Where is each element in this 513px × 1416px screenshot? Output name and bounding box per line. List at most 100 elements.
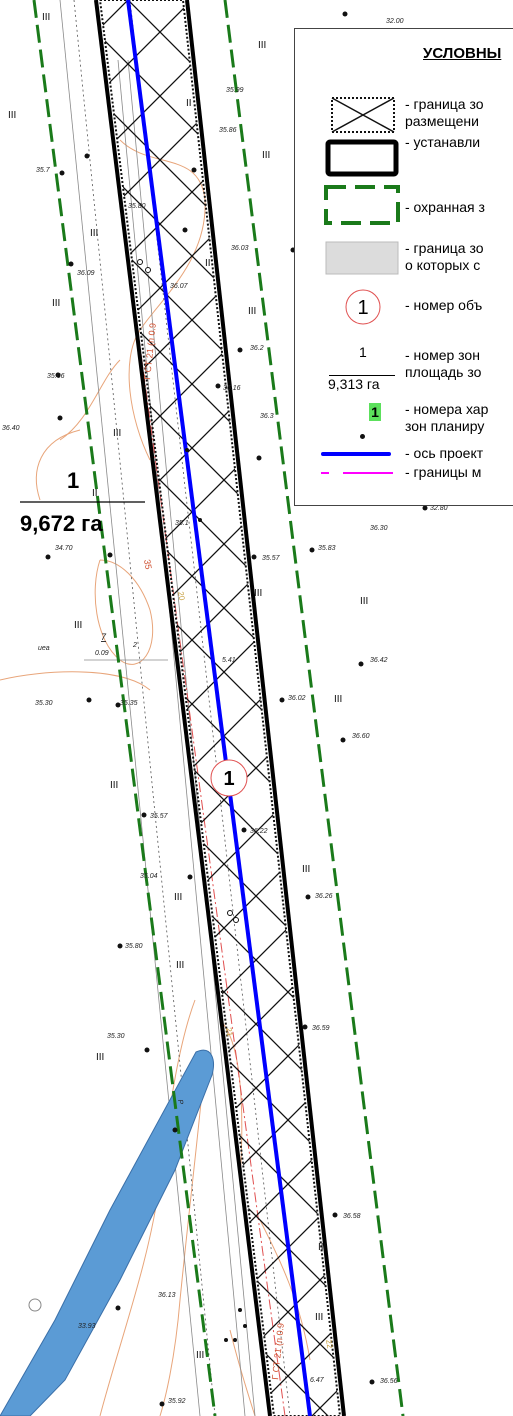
elev: 36.22 [250,828,268,835]
legend-circle-symbol: 1 [345,289,381,325]
elev: 36.58 [343,1213,361,1220]
label-iii: III [8,110,16,121]
elev: 35.35 [120,700,138,707]
legend-point-icon [360,434,365,439]
legend-text: - граница зо [405,240,484,256]
label-iii: III [74,620,82,631]
legend-title: УСЛОВНЫ [423,45,502,62]
legend-text: - охранная з [405,199,485,215]
elev: 35.1 [175,520,189,527]
elev: 35.80 [128,203,146,210]
established-boundary [94,0,346,1416]
protection-zone [32,0,405,1416]
legend-text: о которых с [405,257,481,273]
legend-text: - границы м [405,464,482,480]
elev: 35.04 [140,873,158,880]
legend-green-dashed-symbol [324,185,400,225]
elev: 34.70 [55,545,73,552]
parcel-label: Р [176,1099,184,1105]
elev: 35.30 [107,1033,125,1040]
contour-label: 21 [224,1027,235,1038]
elev: 36.60 [352,733,370,740]
label-iii: III [258,40,266,51]
object-marker-number: 1 [223,768,234,790]
legend-green-number: 1 [369,403,381,421]
elev: 35.30 [35,700,53,707]
elev: 36.40 [2,425,20,432]
legend-black-box-symbol [325,139,399,177]
elev: 32.80 [430,505,448,512]
legend-text: - граница зо [405,96,484,112]
small-circles [28,259,239,1312]
parcel-label: иеа [38,645,50,652]
label-iii: III [334,694,342,705]
object-marker [210,759,248,797]
elev: 35.06 [47,373,65,380]
parcel-label: 0.09 [95,650,109,657]
elev: 36.26 [315,893,333,900]
label-iii: III [52,298,60,309]
contour-label: 35 [142,559,154,571]
label-iii: III [315,1312,323,1323]
legend-text: зон планиру [405,418,485,434]
survey-points [45,11,428,1407]
legend-text: - номер зон [405,347,480,363]
contour-label: 20 [176,591,187,602]
label-iii: III [318,1242,326,1253]
legend-fraction-denominator: 9,313 га [328,376,380,392]
legend-text: - ось проект [405,445,484,461]
label-iii: III [42,12,50,23]
legend-blue-line [321,452,391,456]
label-iii: III [262,150,270,161]
elev: 35.7 [36,167,51,174]
elev: 33.93 [78,1323,96,1330]
elev: 36.3 [260,413,274,420]
legend-magenta-dash-symbol [321,472,393,474]
elev: 36.02 [288,695,306,702]
label-iii: III [96,1052,104,1063]
elev: 32.00 [386,18,404,25]
label-iii: III [176,960,184,971]
label-iii: III [90,228,98,239]
label-iii: III [196,1350,204,1361]
elev: 35.57 [262,555,281,562]
elev: 36.42 [370,657,388,664]
svg-text:1: 1 [357,297,368,319]
label-ii: II [186,98,192,109]
elev: 36.59 [312,1025,330,1032]
elev: 36.56 [380,1378,398,1385]
elev: 35.83 [318,545,336,552]
parcel-label: 2 [132,642,137,649]
elev: 35.86 [219,127,237,134]
label-iii: III [174,892,182,903]
dotted-lines [73,0,291,1416]
elev: 6.47 [310,1377,325,1384]
legend-hatched-symbol [331,97,395,133]
legend-text: размещени [405,113,479,129]
elev: 36.03 [231,245,249,252]
label-iii: III [113,428,121,439]
legend-text: - номера хар [405,401,489,417]
water-body [0,1049,214,1416]
legend-text: - номер объ [405,297,483,313]
axis-line [126,0,312,1416]
elev: 35.57 [150,813,169,820]
zone-number: 1 [67,468,79,493]
map-labels: 1 1 9,672 га 32.00 35.99 35.86 35.7 35.8… [2,12,448,1405]
label-iii: III [110,780,118,791]
label-iii: III [254,588,262,599]
elev: 36.2 [250,345,264,352]
elev: 36.13 [158,1292,176,1299]
contour-label: 22 [324,1339,335,1350]
legend-fraction-numerator: 1 [359,344,367,360]
legend-text: площадь зо [405,364,482,380]
label-ii: II [92,488,98,499]
elev: 35.80 [125,943,143,950]
elev: 5.41 [222,657,236,664]
legend-panel: УСЛОВНЫ - граница зо размещени - устанав… [294,28,513,506]
label-iii: III [302,864,310,875]
label-ii: II [205,258,211,269]
elev: 35.92 [168,1398,186,1405]
legend-gray-box-symbol [325,241,399,275]
